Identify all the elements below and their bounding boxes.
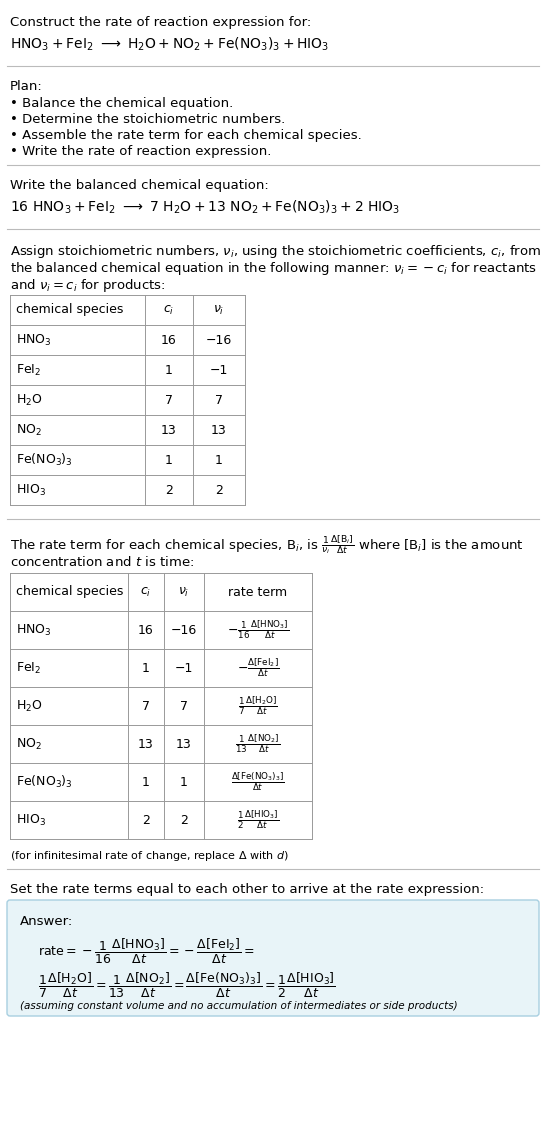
Text: −16: −16 <box>171 624 197 636</box>
Text: $-\frac{1}{16}\frac{\Delta[\mathrm{HNO_3}]}{\Delta t}$: $-\frac{1}{16}\frac{\Delta[\mathrm{HNO_3… <box>227 619 289 642</box>
Text: 2: 2 <box>142 813 150 827</box>
Text: $\frac{1}{2}\frac{\Delta[\mathrm{HIO_3}]}{\Delta t}$: $\frac{1}{2}\frac{\Delta[\mathrm{HIO_3}]… <box>237 809 279 831</box>
Text: and $\nu_i = c_i$ for products:: and $\nu_i = c_i$ for products: <box>10 278 165 293</box>
Text: 13: 13 <box>211 424 227 436</box>
Text: Write the balanced chemical equation:: Write the balanced chemical equation: <box>10 179 269 192</box>
Text: $c_i$: $c_i$ <box>163 304 175 316</box>
Text: (for infinitesimal rate of change, replace $\Delta$ with $d$): (for infinitesimal rate of change, repla… <box>10 849 289 863</box>
Text: 13: 13 <box>161 424 177 436</box>
Text: $\mathrm{Fe(NO_3)_3}$: $\mathrm{Fe(NO_3)_3}$ <box>16 774 73 790</box>
Text: $\mathrm{NO_2}$: $\mathrm{NO_2}$ <box>16 423 42 437</box>
Text: Assign stoichiometric numbers, $\nu_i$, using the stoichiometric coefficients, $: Assign stoichiometric numbers, $\nu_i$, … <box>10 243 541 260</box>
Text: $\mathrm{H_2O}$: $\mathrm{H_2O}$ <box>16 699 43 714</box>
Text: • Balance the chemical equation.: • Balance the chemical equation. <box>10 97 233 110</box>
Text: 16: 16 <box>138 624 154 636</box>
Text: 1: 1 <box>180 775 188 788</box>
Text: Plan:: Plan: <box>10 80 43 93</box>
Text: 7: 7 <box>215 394 223 407</box>
Text: Answer:: Answer: <box>20 915 73 928</box>
Text: −1: −1 <box>175 661 193 675</box>
Text: • Write the rate of reaction expression.: • Write the rate of reaction expression. <box>10 145 271 158</box>
Text: chemical species: chemical species <box>16 304 123 316</box>
Text: −1: −1 <box>210 363 228 377</box>
Text: 2: 2 <box>215 483 223 497</box>
Text: 1: 1 <box>165 363 173 377</box>
Text: 13: 13 <box>138 738 154 750</box>
Text: $\mathrm{HNO_3}$: $\mathrm{HNO_3}$ <box>16 332 51 347</box>
Text: $c_i$: $c_i$ <box>140 586 152 598</box>
Text: 2: 2 <box>180 813 188 827</box>
Text: $\frac{1}{13}\frac{\Delta[\mathrm{NO_2}]}{\Delta t}$: $\frac{1}{13}\frac{\Delta[\mathrm{NO_2}]… <box>235 733 281 755</box>
Text: $\mathrm{HNO_3}$: $\mathrm{HNO_3}$ <box>16 622 51 637</box>
Text: $\nu_i$: $\nu_i$ <box>179 586 189 598</box>
Text: $\frac{1}{7}\frac{\Delta[\mathrm{H_2O}]}{\Delta t}$: $\frac{1}{7}\frac{\Delta[\mathrm{H_2O}]}… <box>238 694 278 717</box>
Text: • Assemble the rate term for each chemical species.: • Assemble the rate term for each chemic… <box>10 129 362 142</box>
Text: $\mathrm{FeI_2}$: $\mathrm{FeI_2}$ <box>16 362 41 378</box>
Text: $\mathrm{H_2O}$: $\mathrm{H_2O}$ <box>16 393 43 408</box>
Text: • Determine the stoichiometric numbers.: • Determine the stoichiometric numbers. <box>10 113 285 126</box>
Text: $\nu_i$: $\nu_i$ <box>213 304 225 316</box>
Text: chemical species: chemical species <box>16 586 123 598</box>
Text: $\mathrm{HIO_3}$: $\mathrm{HIO_3}$ <box>16 482 46 498</box>
Text: $\mathrm{FeI_2}$: $\mathrm{FeI_2}$ <box>16 660 41 676</box>
Text: 7: 7 <box>180 700 188 713</box>
Text: 7: 7 <box>165 394 173 407</box>
Text: Construct the rate of reaction expression for:: Construct the rate of reaction expressio… <box>10 16 311 29</box>
Text: −16: −16 <box>206 333 232 346</box>
Text: Set the rate terms equal to each other to arrive at the rate expression:: Set the rate terms equal to each other t… <box>10 883 484 896</box>
Text: the balanced chemical equation in the following manner: $\nu_i = -c_i$ for react: the balanced chemical equation in the fo… <box>10 260 537 278</box>
Text: 16: 16 <box>161 333 177 346</box>
Text: 1: 1 <box>215 453 223 466</box>
Text: 1: 1 <box>142 775 150 788</box>
Text: rate term: rate term <box>228 586 288 598</box>
Text: 13: 13 <box>176 738 192 750</box>
Text: $-\frac{\Delta[\mathrm{FeI_2}]}{\Delta t}$: $-\frac{\Delta[\mathrm{FeI_2}]}{\Delta t… <box>237 657 279 679</box>
Text: $\mathrm{HNO_3 + FeI_2\ \longrightarrow\ H_2O + NO_2 + Fe(NO_3)_3 + HIO_3}$: $\mathrm{HNO_3 + FeI_2\ \longrightarrow\… <box>10 37 329 54</box>
FancyBboxPatch shape <box>7 900 539 1016</box>
Text: 7: 7 <box>142 700 150 713</box>
Text: 1: 1 <box>142 661 150 675</box>
Text: $\mathrm{rate} = -\dfrac{1}{16}\dfrac{\Delta[\mathrm{HNO_3}]}{\Delta t} = -\dfra: $\mathrm{rate} = -\dfrac{1}{16}\dfrac{\D… <box>38 936 255 966</box>
Text: $\frac{\Delta[\mathrm{Fe(NO_3)_3}]}{\Delta t}$: $\frac{\Delta[\mathrm{Fe(NO_3)_3}]}{\Del… <box>231 771 285 794</box>
Text: concentration and $t$ is time:: concentration and $t$ is time: <box>10 555 194 569</box>
Text: (assuming constant volume and no accumulation of intermediates or side products): (assuming constant volume and no accumul… <box>20 1002 458 1011</box>
Text: $\dfrac{1}{7}\dfrac{\Delta[\mathrm{H_2O}]}{\Delta t} = \dfrac{1}{13}\dfrac{\Delt: $\dfrac{1}{7}\dfrac{\Delta[\mathrm{H_2O}… <box>38 971 336 1000</box>
Text: $\mathrm{Fe(NO_3)_3}$: $\mathrm{Fe(NO_3)_3}$ <box>16 452 73 468</box>
Text: $\mathrm{16\ HNO_3 + FeI_2\ \longrightarrow\ 7\ H_2O + 13\ NO_2 + Fe(NO_3)_3 + 2: $\mathrm{16\ HNO_3 + FeI_2\ \longrightar… <box>10 199 400 216</box>
Text: $\mathrm{HIO_3}$: $\mathrm{HIO_3}$ <box>16 812 46 828</box>
Text: 2: 2 <box>165 483 173 497</box>
Text: $\mathrm{NO_2}$: $\mathrm{NO_2}$ <box>16 737 42 751</box>
Text: 1: 1 <box>165 453 173 466</box>
Text: The rate term for each chemical species, B$_i$, is $\frac{1}{\nu_i}\frac{\Delta[: The rate term for each chemical species,… <box>10 533 524 556</box>
